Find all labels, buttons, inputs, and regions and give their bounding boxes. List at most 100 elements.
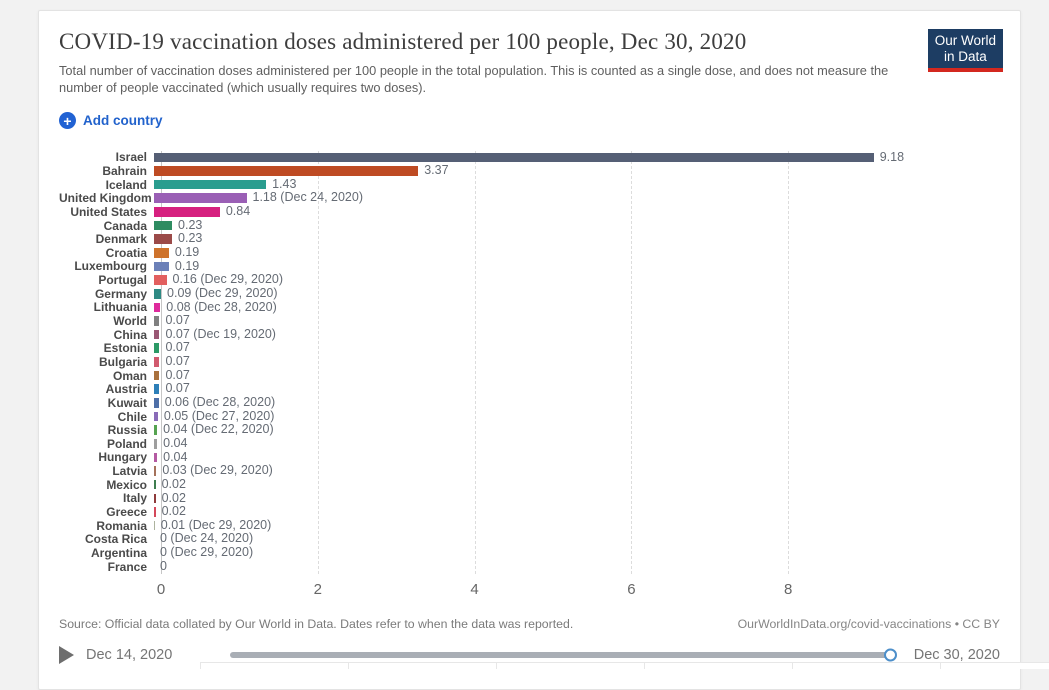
x-axis: 0 2 4 6 8 bbox=[59, 573, 1000, 601]
bar[interactable] bbox=[154, 370, 160, 381]
country-label: Poland bbox=[106, 436, 147, 451]
bar[interactable] bbox=[154, 193, 247, 204]
bar[interactable] bbox=[154, 152, 874, 163]
bar-row: Portugal 0.16 (Dec 29, 2020) bbox=[59, 273, 1000, 287]
bar[interactable] bbox=[154, 411, 158, 422]
bar-zone: 0.02 bbox=[154, 491, 1000, 506]
bar-row: Romania 0.01 (Dec 29, 2020) bbox=[59, 518, 1000, 533]
table-column-separator bbox=[644, 663, 645, 669]
chart-subtitle: Total number of vaccination doses admini… bbox=[59, 63, 889, 95]
country-label: Costa Rica bbox=[84, 532, 147, 547]
bar-zone: 0.08 (Dec 28, 2020) bbox=[154, 300, 1000, 315]
bar[interactable] bbox=[154, 316, 160, 326]
bar-zone: 0.04 bbox=[154, 436, 1000, 451]
bar[interactable] bbox=[154, 302, 161, 313]
value-label: 0.84 bbox=[225, 204, 251, 219]
bar-row: Croatia 0.19 bbox=[59, 245, 1000, 260]
country-label: Germany bbox=[94, 286, 147, 301]
value-label: 0.02 bbox=[161, 476, 186, 491]
bar-row: United States 0.84 bbox=[59, 204, 1000, 219]
bar-zone: 0.23 bbox=[154, 232, 1000, 246]
bar[interactable] bbox=[154, 452, 158, 463]
value-label: 0 (Dec 29, 2020) bbox=[160, 545, 254, 560]
bar-row: United Kingdom 1.18 (Dec 24, 2020) bbox=[59, 191, 1000, 205]
bar[interactable] bbox=[154, 179, 267, 190]
bar[interactable] bbox=[154, 425, 158, 435]
bar[interactable] bbox=[154, 343, 160, 354]
bar-zone: 0.04 bbox=[154, 450, 1000, 465]
bar[interactable] bbox=[154, 275, 167, 285]
country-label: Romania bbox=[96, 518, 147, 533]
bar[interactable] bbox=[154, 234, 173, 244]
value-label: 0.16 (Dec 29, 2020) bbox=[172, 272, 284, 287]
x-tick-label: 8 bbox=[784, 581, 793, 599]
x-tick-label: 6 bbox=[627, 581, 636, 599]
value-label: 0.23 bbox=[178, 231, 203, 246]
bar-row: Bahrain 3.37 bbox=[59, 163, 1000, 177]
bar[interactable] bbox=[154, 288, 162, 299]
timeline-handle[interactable] bbox=[883, 648, 897, 662]
bar[interactable] bbox=[154, 261, 169, 272]
bar-zone: 9.18 bbox=[154, 149, 1000, 165]
country-label: Croatia bbox=[105, 245, 147, 260]
value-label: 0.02 bbox=[161, 504, 186, 519]
country-label: Iceland bbox=[105, 177, 147, 192]
country-label: Lithuania bbox=[93, 300, 147, 315]
bar-row: Estonia 0.07 bbox=[59, 341, 1000, 355]
bar-zone: 0.07 bbox=[154, 341, 1000, 355]
bar-row: Kuwait 0.06 (Dec 28, 2020) bbox=[59, 395, 1000, 410]
bar[interactable] bbox=[154, 520, 156, 531]
bar-row: Luxembourg 0.19 bbox=[59, 259, 1000, 274]
play-button[interactable] bbox=[59, 646, 74, 665]
country-label: Oman bbox=[112, 368, 147, 383]
value-label: 0.07 bbox=[165, 367, 190, 382]
bar[interactable] bbox=[154, 398, 159, 408]
bar[interactable] bbox=[154, 166, 419, 176]
timeline-start-label: Dec 14, 2020 bbox=[86, 647, 173, 664]
bar-row: Canada 0.23 bbox=[59, 217, 1000, 232]
value-label: 1.43 bbox=[272, 176, 297, 191]
bar-zone: 0.19 bbox=[154, 259, 1000, 274]
x-tick-label: 2 bbox=[313, 581, 322, 599]
owid-logo[interactable]: Our World in Data bbox=[927, 29, 1003, 72]
bar-zone: 0.07 bbox=[154, 314, 1000, 328]
bar-row: Costa Rica 0 (Dec 24, 2020) bbox=[59, 532, 1000, 546]
bar[interactable] bbox=[154, 507, 156, 517]
value-label: 0.06 (Dec 28, 2020) bbox=[164, 395, 276, 410]
bar-row: France 0 bbox=[59, 558, 1000, 574]
bar-row: Mexico 0.02 bbox=[59, 476, 1000, 491]
bar-row: Germany 0.09 (Dec 29, 2020) bbox=[59, 286, 1000, 301]
bar-zone: 0 bbox=[154, 558, 1000, 574]
owid-logo-line1: Our World bbox=[934, 33, 996, 48]
bar[interactable] bbox=[154, 207, 220, 217]
value-label: 0 bbox=[160, 558, 167, 573]
bar-zone: 0.04 (Dec 22, 2020) bbox=[154, 423, 1000, 437]
x-tick-label: 4 bbox=[470, 581, 479, 599]
bar-row: Argentina 0 (Dec 29, 2020) bbox=[59, 545, 1000, 560]
bar[interactable] bbox=[154, 329, 160, 340]
timeline-track[interactable] bbox=[230, 648, 897, 662]
bar[interactable] bbox=[154, 466, 157, 476]
bar[interactable] bbox=[154, 384, 160, 394]
bar[interactable] bbox=[154, 438, 158, 449]
attribution-link[interactable]: OurWorldInData.org/covid-vaccinations • … bbox=[737, 617, 1000, 632]
bar-zone: 0.06 (Dec 28, 2020) bbox=[154, 395, 1000, 410]
value-label: 9.18 bbox=[879, 149, 905, 164]
bar-zone: 0.07 bbox=[154, 354, 1000, 369]
bar[interactable] bbox=[154, 220, 173, 231]
bar[interactable] bbox=[154, 357, 160, 367]
bar[interactable] bbox=[154, 479, 156, 490]
bar-row: Oman 0.07 bbox=[59, 367, 1000, 383]
value-label: 0.23 bbox=[178, 217, 203, 232]
value-label: 0.07 bbox=[165, 340, 190, 355]
value-label: 0.07 (Dec 19, 2020) bbox=[165, 326, 276, 341]
bar-zone: 0.05 (Dec 27, 2020) bbox=[154, 409, 1000, 424]
bar[interactable] bbox=[154, 247, 169, 258]
country-label: Chile bbox=[117, 409, 147, 424]
bar-row: China 0.07 (Dec 19, 2020) bbox=[59, 326, 1000, 341]
country-label: Italy bbox=[122, 491, 147, 506]
bar[interactable] bbox=[154, 493, 156, 504]
bar-row: Chile 0.05 (Dec 27, 2020) bbox=[59, 409, 1000, 424]
country-label: Hungary bbox=[98, 450, 147, 465]
add-country-button[interactable]: + Add country bbox=[59, 112, 163, 129]
